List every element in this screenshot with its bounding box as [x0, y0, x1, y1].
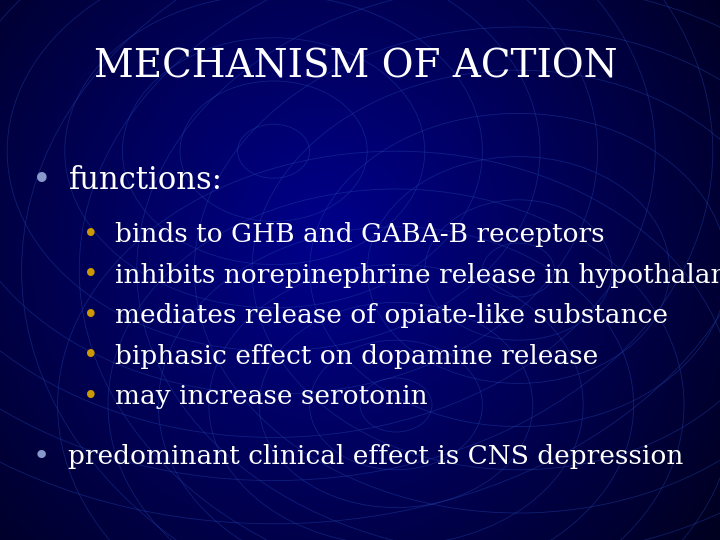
Text: may increase serotonin: may increase serotonin [115, 384, 428, 409]
Text: binds to GHB and GABA-B receptors: binds to GHB and GABA-B receptors [115, 222, 605, 247]
Text: •: • [83, 343, 99, 369]
Text: biphasic effect on dopamine release: biphasic effect on dopamine release [115, 344, 598, 369]
Text: •: • [32, 164, 52, 198]
Text: predominant clinical effect is CNS depression: predominant clinical effect is CNS depre… [68, 444, 684, 469]
Text: •: • [32, 442, 50, 470]
Text: •: • [83, 262, 99, 288]
Text: •: • [83, 384, 99, 410]
Text: functions:: functions: [68, 165, 222, 197]
Text: •: • [83, 303, 99, 329]
Text: mediates release of opiate-like substance: mediates release of opiate-like substanc… [115, 303, 668, 328]
Text: inhibits norepinephrine release in hypothalamus: inhibits norepinephrine release in hypot… [115, 263, 720, 288]
Text: •: • [83, 222, 99, 248]
Text: MECHANISM OF ACTION: MECHANISM OF ACTION [94, 49, 617, 86]
